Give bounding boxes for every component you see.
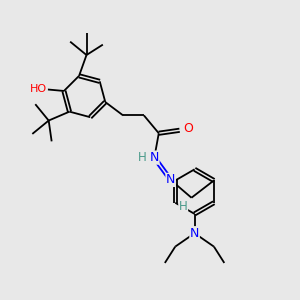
Text: N: N xyxy=(166,173,175,186)
Text: HO: HO xyxy=(30,85,47,94)
Text: N: N xyxy=(190,227,199,240)
Text: N: N xyxy=(150,151,159,164)
Text: O: O xyxy=(183,122,193,135)
Text: H: H xyxy=(138,151,147,164)
Text: H: H xyxy=(179,200,188,213)
